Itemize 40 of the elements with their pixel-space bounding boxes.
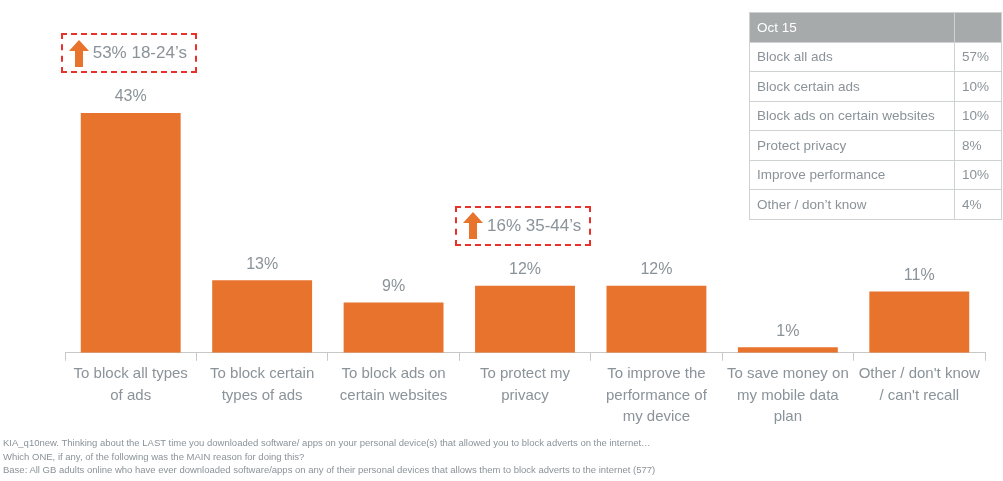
text: Base: All GB adults online who have ever downloaded software/apps on any of their personal devices that allows them to block adverts to the internet (577)	[3, 463, 656, 477]
x-tick-label: To improve the performance of my device	[605, 363, 708, 425]
category-label: Block all ads	[749, 42, 955, 72]
category-label: Other / don’t know	[749, 189, 955, 219]
category-label: Block certain ads	[749, 71, 955, 101]
x-tick-label: To save money on my mobile data plan	[726, 363, 849, 425]
data-label: 13%	[246, 254, 279, 272]
data-label: 12%	[508, 260, 542, 278]
data-label: 43%	[114, 87, 147, 105]
dashed-outline: 16% 35-44’s	[455, 205, 592, 246]
data-label: 9%	[382, 276, 406, 294]
data-label: 11%	[903, 265, 935, 283]
data-label: 4%	[954, 189, 1002, 219]
data-label: 12%	[640, 260, 673, 278]
x-tick-label: Other / don't know / can't recall	[858, 363, 981, 403]
bar	[343, 302, 444, 353]
x-tick-label: To block ads on certain websites	[339, 363, 448, 403]
bar	[475, 285, 575, 353]
x-tick-label: To protect my privacy	[479, 363, 571, 403]
annotation: 16% 35-44’s	[487, 215, 582, 236]
data-label: 1%	[776, 321, 800, 339]
category-label: Protect privacy	[749, 130, 955, 160]
data-label: 10%	[954, 71, 1002, 101]
text: KIA_q10new. Thinking about the LAST time you downloaded software/ apps on your personal device(s) that allowed you to block adverts on the internet…	[3, 436, 652, 450]
bar	[606, 285, 707, 353]
data-label: 8%	[954, 130, 1002, 160]
category-label: Improve performance	[749, 160, 955, 190]
text: Oct 15	[749, 12, 955, 42]
data-label: 10%	[954, 101, 1002, 131]
dashed-outline: 53% 18-24’s	[60, 33, 197, 73]
data-label: 57%	[954, 42, 1002, 72]
category-label: Block ads on certain websites	[749, 101, 955, 131]
x-tick-label: To block all types of ads	[73, 363, 188, 403]
bar	[869, 291, 970, 353]
bar	[212, 280, 313, 353]
bar	[80, 113, 181, 353]
x-tick-label: To block certain types of ads	[210, 363, 315, 403]
text: Which ONE, if any, of the following was the MAIN reason for doing this?	[3, 449, 306, 463]
bar	[737, 347, 838, 353]
data-label: 10%	[954, 160, 1002, 190]
